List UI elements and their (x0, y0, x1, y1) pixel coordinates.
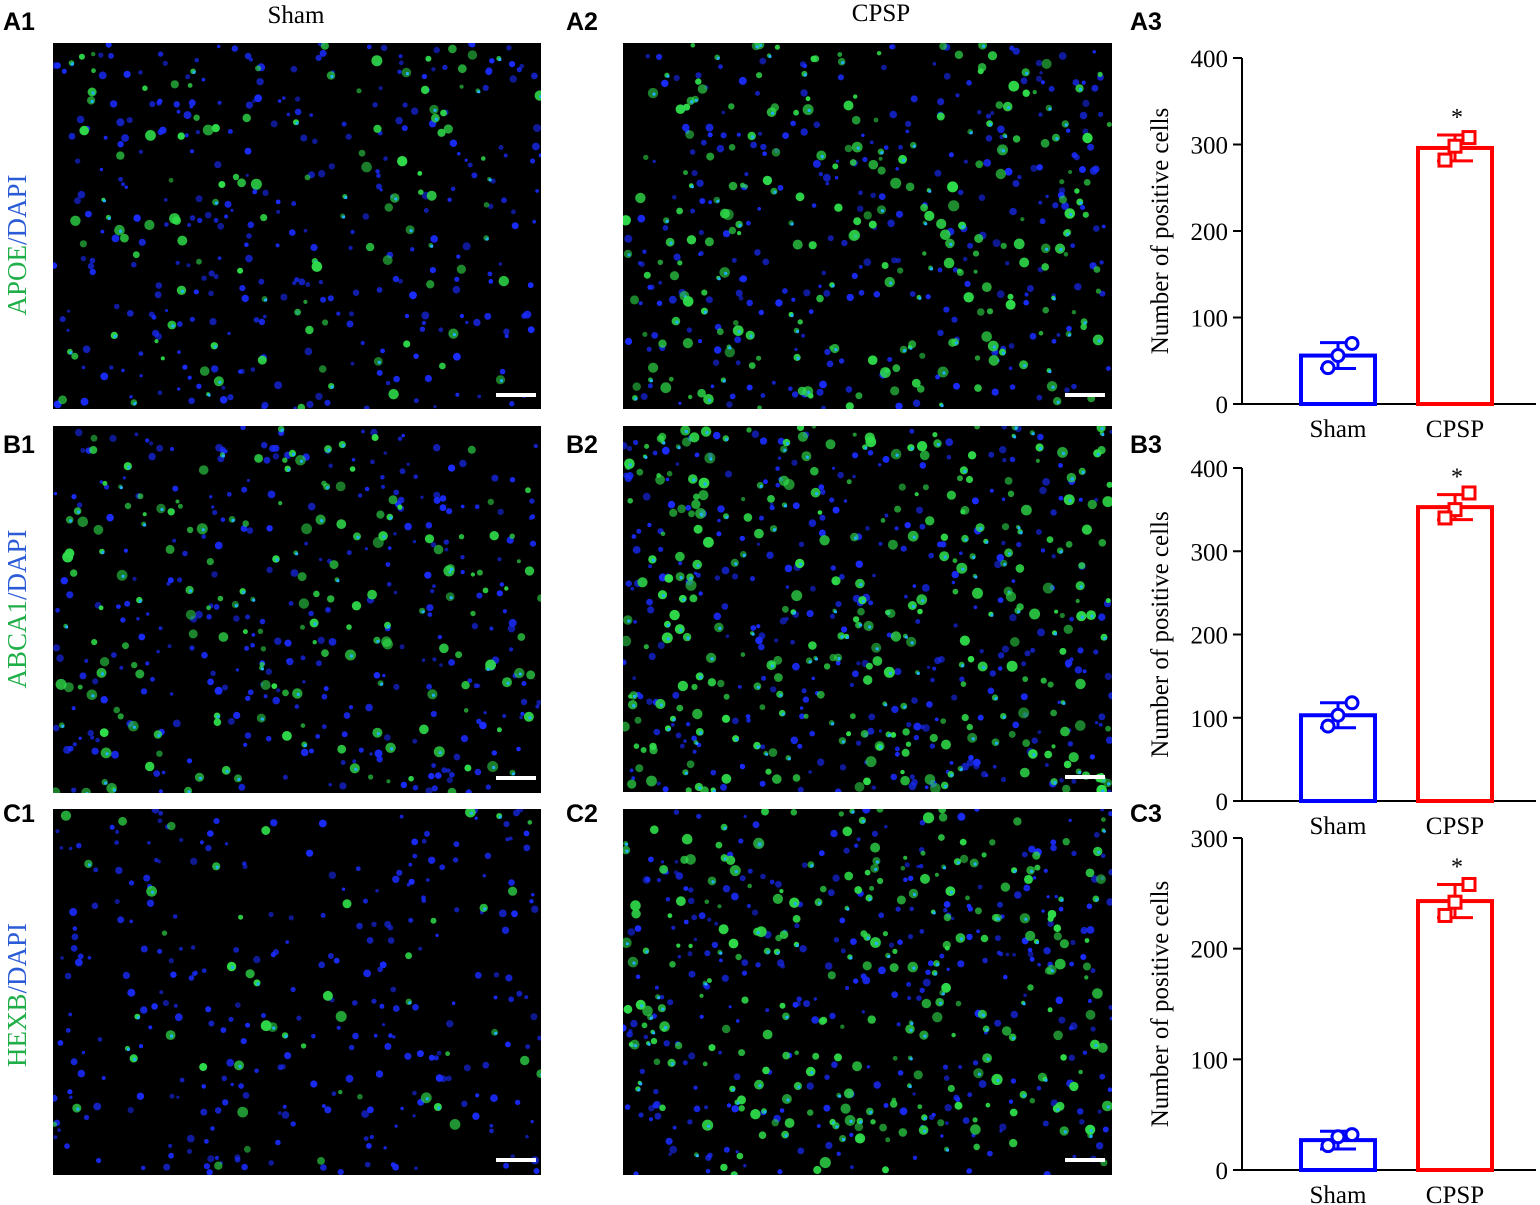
data-point (1461, 876, 1477, 892)
x-tick-label: CPSP (1426, 416, 1484, 443)
y-tick-label: 300 (1191, 826, 1229, 853)
micrograph-hexb-sham (53, 809, 541, 1175)
data-point (1320, 1138, 1336, 1154)
significance-marker: * (1451, 854, 1463, 880)
scale-bar (496, 1158, 536, 1162)
micrograph-abca1-sham (53, 426, 541, 793)
y-tick-label: 300 (1191, 133, 1229, 160)
data-point (1320, 360, 1336, 376)
scale-bar (496, 393, 536, 397)
scale-bar (1065, 1158, 1105, 1162)
y-tick-label: 300 (1191, 539, 1229, 566)
panel-label-a1: A1 (3, 8, 35, 36)
y-tick-label: 200 (1191, 219, 1229, 246)
y-tick-label: 100 (1191, 306, 1229, 333)
panel-label-b2: B2 (566, 431, 598, 459)
column-title-cpsp: CPSP (851, 0, 911, 27)
data-point (1437, 152, 1453, 168)
scale-bar (496, 776, 536, 780)
data-point (1437, 907, 1453, 923)
data-point (1344, 695, 1360, 711)
data-point (1344, 335, 1360, 351)
data-point (1330, 1129, 1346, 1145)
bar-cpsp (1416, 505, 1494, 803)
y-tick-label: 200 (1191, 623, 1229, 650)
data-point (1330, 707, 1346, 723)
data-point (1461, 485, 1477, 501)
panel-label-a2: A2 (566, 8, 598, 36)
y-axis-label: Number of positive cells (1147, 511, 1174, 757)
panel-label-c3: C3 (1130, 800, 1162, 828)
data-point (1437, 510, 1453, 526)
y-tick-label: 400 (1191, 456, 1229, 483)
panel-label-a3: A3 (1130, 8, 1162, 36)
micrograph-abca1-cpsp (623, 426, 1112, 792)
y-tick-label: 0 (1216, 1158, 1229, 1185)
data-point (1447, 138, 1463, 154)
micrograph-hexb-cpsp (623, 809, 1112, 1175)
micrograph-apoe-cpsp (623, 43, 1112, 409)
x-tick-label: CPSP (1426, 813, 1484, 840)
data-point (1461, 130, 1477, 146)
y-tick-label: 0 (1216, 392, 1229, 419)
significance-marker: * (1451, 465, 1463, 491)
x-tick-label: Sham (1310, 416, 1368, 443)
micrograph-apoe-sham (53, 43, 541, 409)
y-tick-label: 100 (1191, 1047, 1229, 1074)
x-tick-label: Sham (1310, 813, 1368, 840)
y-tick-label: 0 (1216, 789, 1229, 816)
scale-bar (1065, 775, 1105, 779)
x-tick-label: Sham (1310, 1182, 1368, 1205)
scale-bar (1065, 393, 1105, 397)
data-point (1320, 718, 1336, 734)
data-point (1344, 1127, 1360, 1143)
column-title-sham: Sham (267, 2, 325, 29)
panel-label-c2: C2 (566, 800, 598, 828)
y-tick-label: 200 (1191, 937, 1229, 964)
data-point (1447, 894, 1463, 910)
y-axis-label: Number of positive cells (1147, 108, 1174, 354)
x-tick-label: CPSP (1426, 1182, 1484, 1205)
panel-label-c1: C1 (3, 800, 35, 828)
panel-label-b3: B3 (1130, 431, 1162, 459)
bar-cpsp (1416, 899, 1494, 1173)
data-point (1330, 348, 1346, 364)
y-axis-label: Number of positive cells (1147, 881, 1174, 1127)
y-tick-label: 400 (1191, 46, 1229, 73)
y-tick-label: 100 (1191, 706, 1229, 733)
significance-marker: * (1451, 105, 1463, 131)
panel-label-b1: B1 (3, 431, 35, 459)
